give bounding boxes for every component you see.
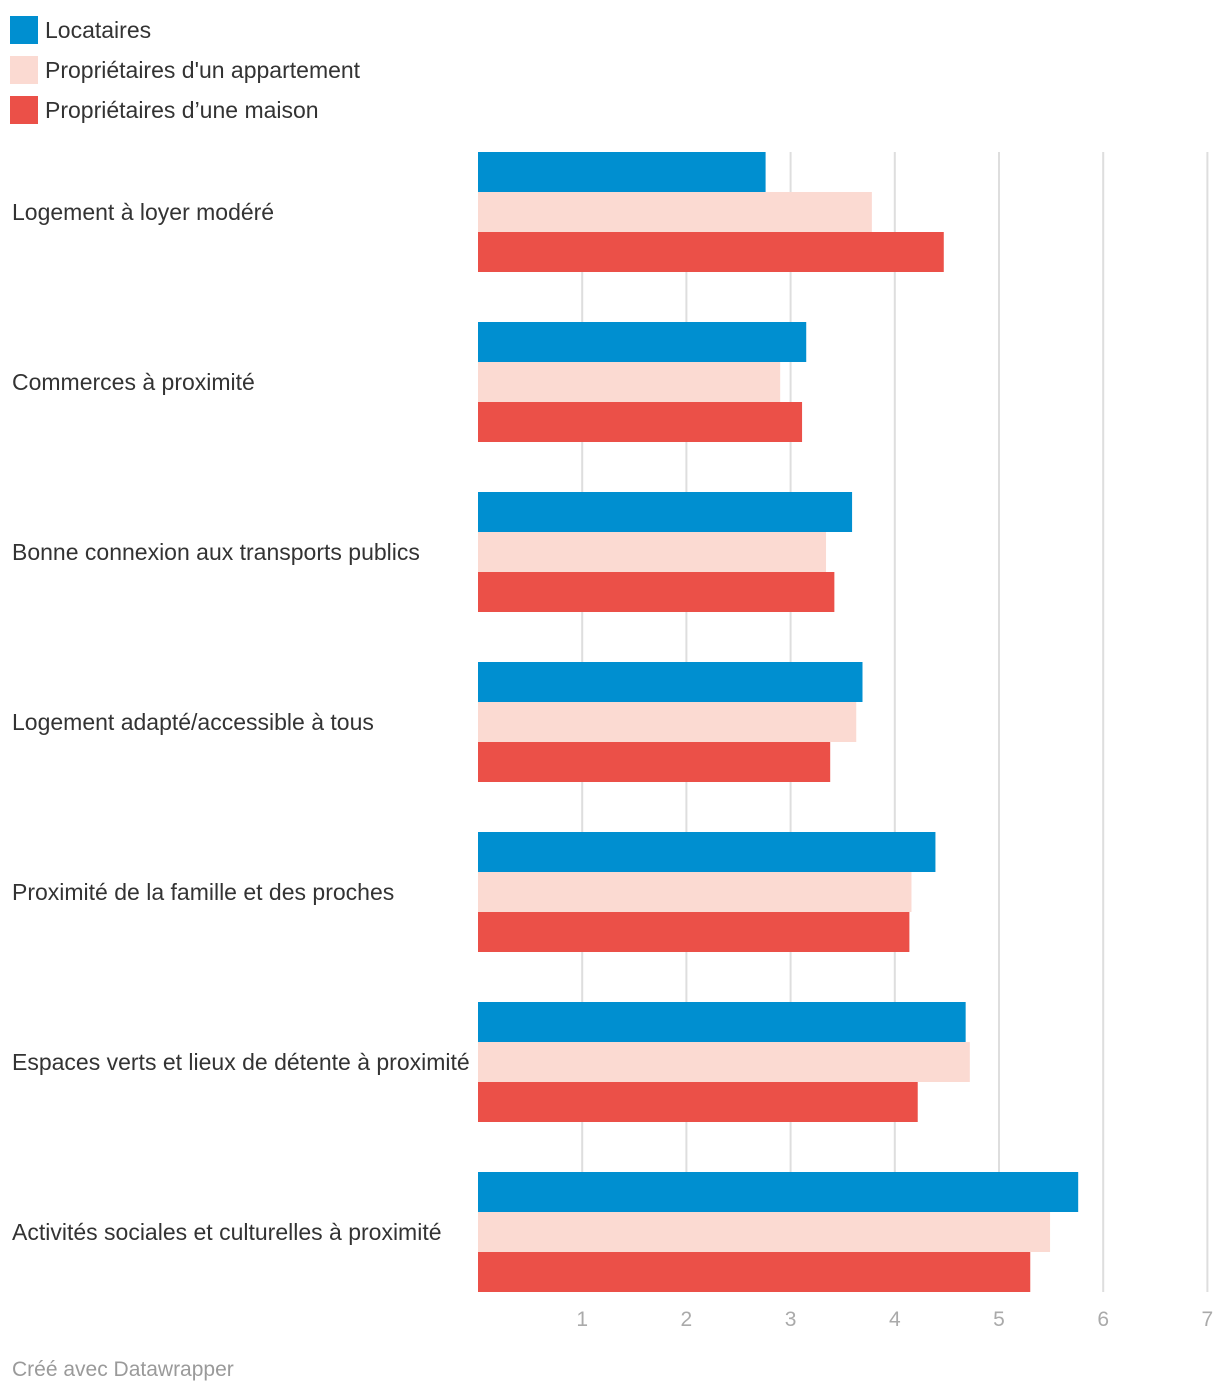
legend-item-locataires: Locataires — [10, 10, 360, 50]
bar-proprietaires-appartement-5 — [478, 1042, 970, 1082]
bar-locataires-3 — [478, 662, 863, 702]
x-tick-label-4: 4 — [889, 1308, 901, 1331]
bar-proprietaires-appartement-6 — [478, 1212, 1051, 1252]
legend-label-proprietaires-maison: Propriétaires d’une maison — [45, 96, 319, 123]
x-tick-label-3: 3 — [785, 1308, 797, 1331]
bar-locataires-1 — [478, 322, 807, 362]
bar-locataires-6 — [478, 1172, 1079, 1212]
bar-locataires-5 — [478, 1002, 966, 1042]
category-label: Commerces à proximité — [12, 369, 255, 395]
category-label: Logement adapté/accessible à tous — [12, 709, 374, 735]
legend-swatch-proprietaires-maison — [10, 96, 38, 124]
legend-label-locataires: Locataires — [45, 16, 152, 43]
legend-swatch-locataires — [10, 16, 38, 44]
category-label: Logement à loyer modéré — [12, 199, 274, 225]
category-label: Bonne connexion aux transports publics — [12, 539, 420, 565]
footer-credit: Créé avec Datawrapper — [12, 1358, 234, 1381]
chart-legend: Locataires Propriétaires d'un appartemen… — [10, 10, 360, 130]
legend-item-proprietaires-maison: Propriétaires d’une maison — [10, 90, 360, 130]
bar-proprietaires-appartement-4 — [478, 872, 912, 912]
legend-item-proprietaires-appartement: Propriétaires d'un appartement — [10, 50, 360, 90]
bar-proprietaires-maison-4 — [478, 912, 910, 952]
bar-proprietaires-maison-3 — [478, 742, 831, 782]
x-tick-label-5: 5 — [993, 1308, 1005, 1331]
x-tick-label-2: 2 — [681, 1308, 693, 1331]
x-tick-label-1: 1 — [576, 1308, 588, 1331]
bar-proprietaires-maison-0 — [478, 232, 944, 272]
category-label: Espaces verts et lieux de détente à prox… — [12, 1049, 470, 1075]
bar-locataires-2 — [478, 492, 853, 532]
legend-label-proprietaires-appartement: Propriétaires d'un appartement — [45, 56, 361, 83]
bar-proprietaires-maison-5 — [478, 1082, 918, 1122]
legend-swatch-proprietaires-appartement — [10, 56, 38, 84]
bar-proprietaires-maison-2 — [478, 572, 835, 612]
bar-proprietaires-appartement-1 — [478, 362, 781, 402]
category-label: Activités sociales et culturelles à prox… — [12, 1219, 442, 1245]
bar-locataires-0 — [478, 152, 766, 192]
bar-proprietaires-maison-1 — [478, 402, 803, 442]
bar-proprietaires-appartement-2 — [478, 532, 827, 572]
x-tick-label-6: 6 — [1097, 1308, 1109, 1331]
bar-proprietaires-appartement-0 — [478, 192, 872, 232]
bar-proprietaires-appartement-3 — [478, 702, 857, 742]
category-label: Proximité de la famille et des proches — [12, 879, 394, 905]
bar-proprietaires-maison-6 — [478, 1252, 1031, 1292]
bar-locataires-4 — [478, 832, 936, 872]
x-tick-label-7: 7 — [1202, 1308, 1214, 1331]
